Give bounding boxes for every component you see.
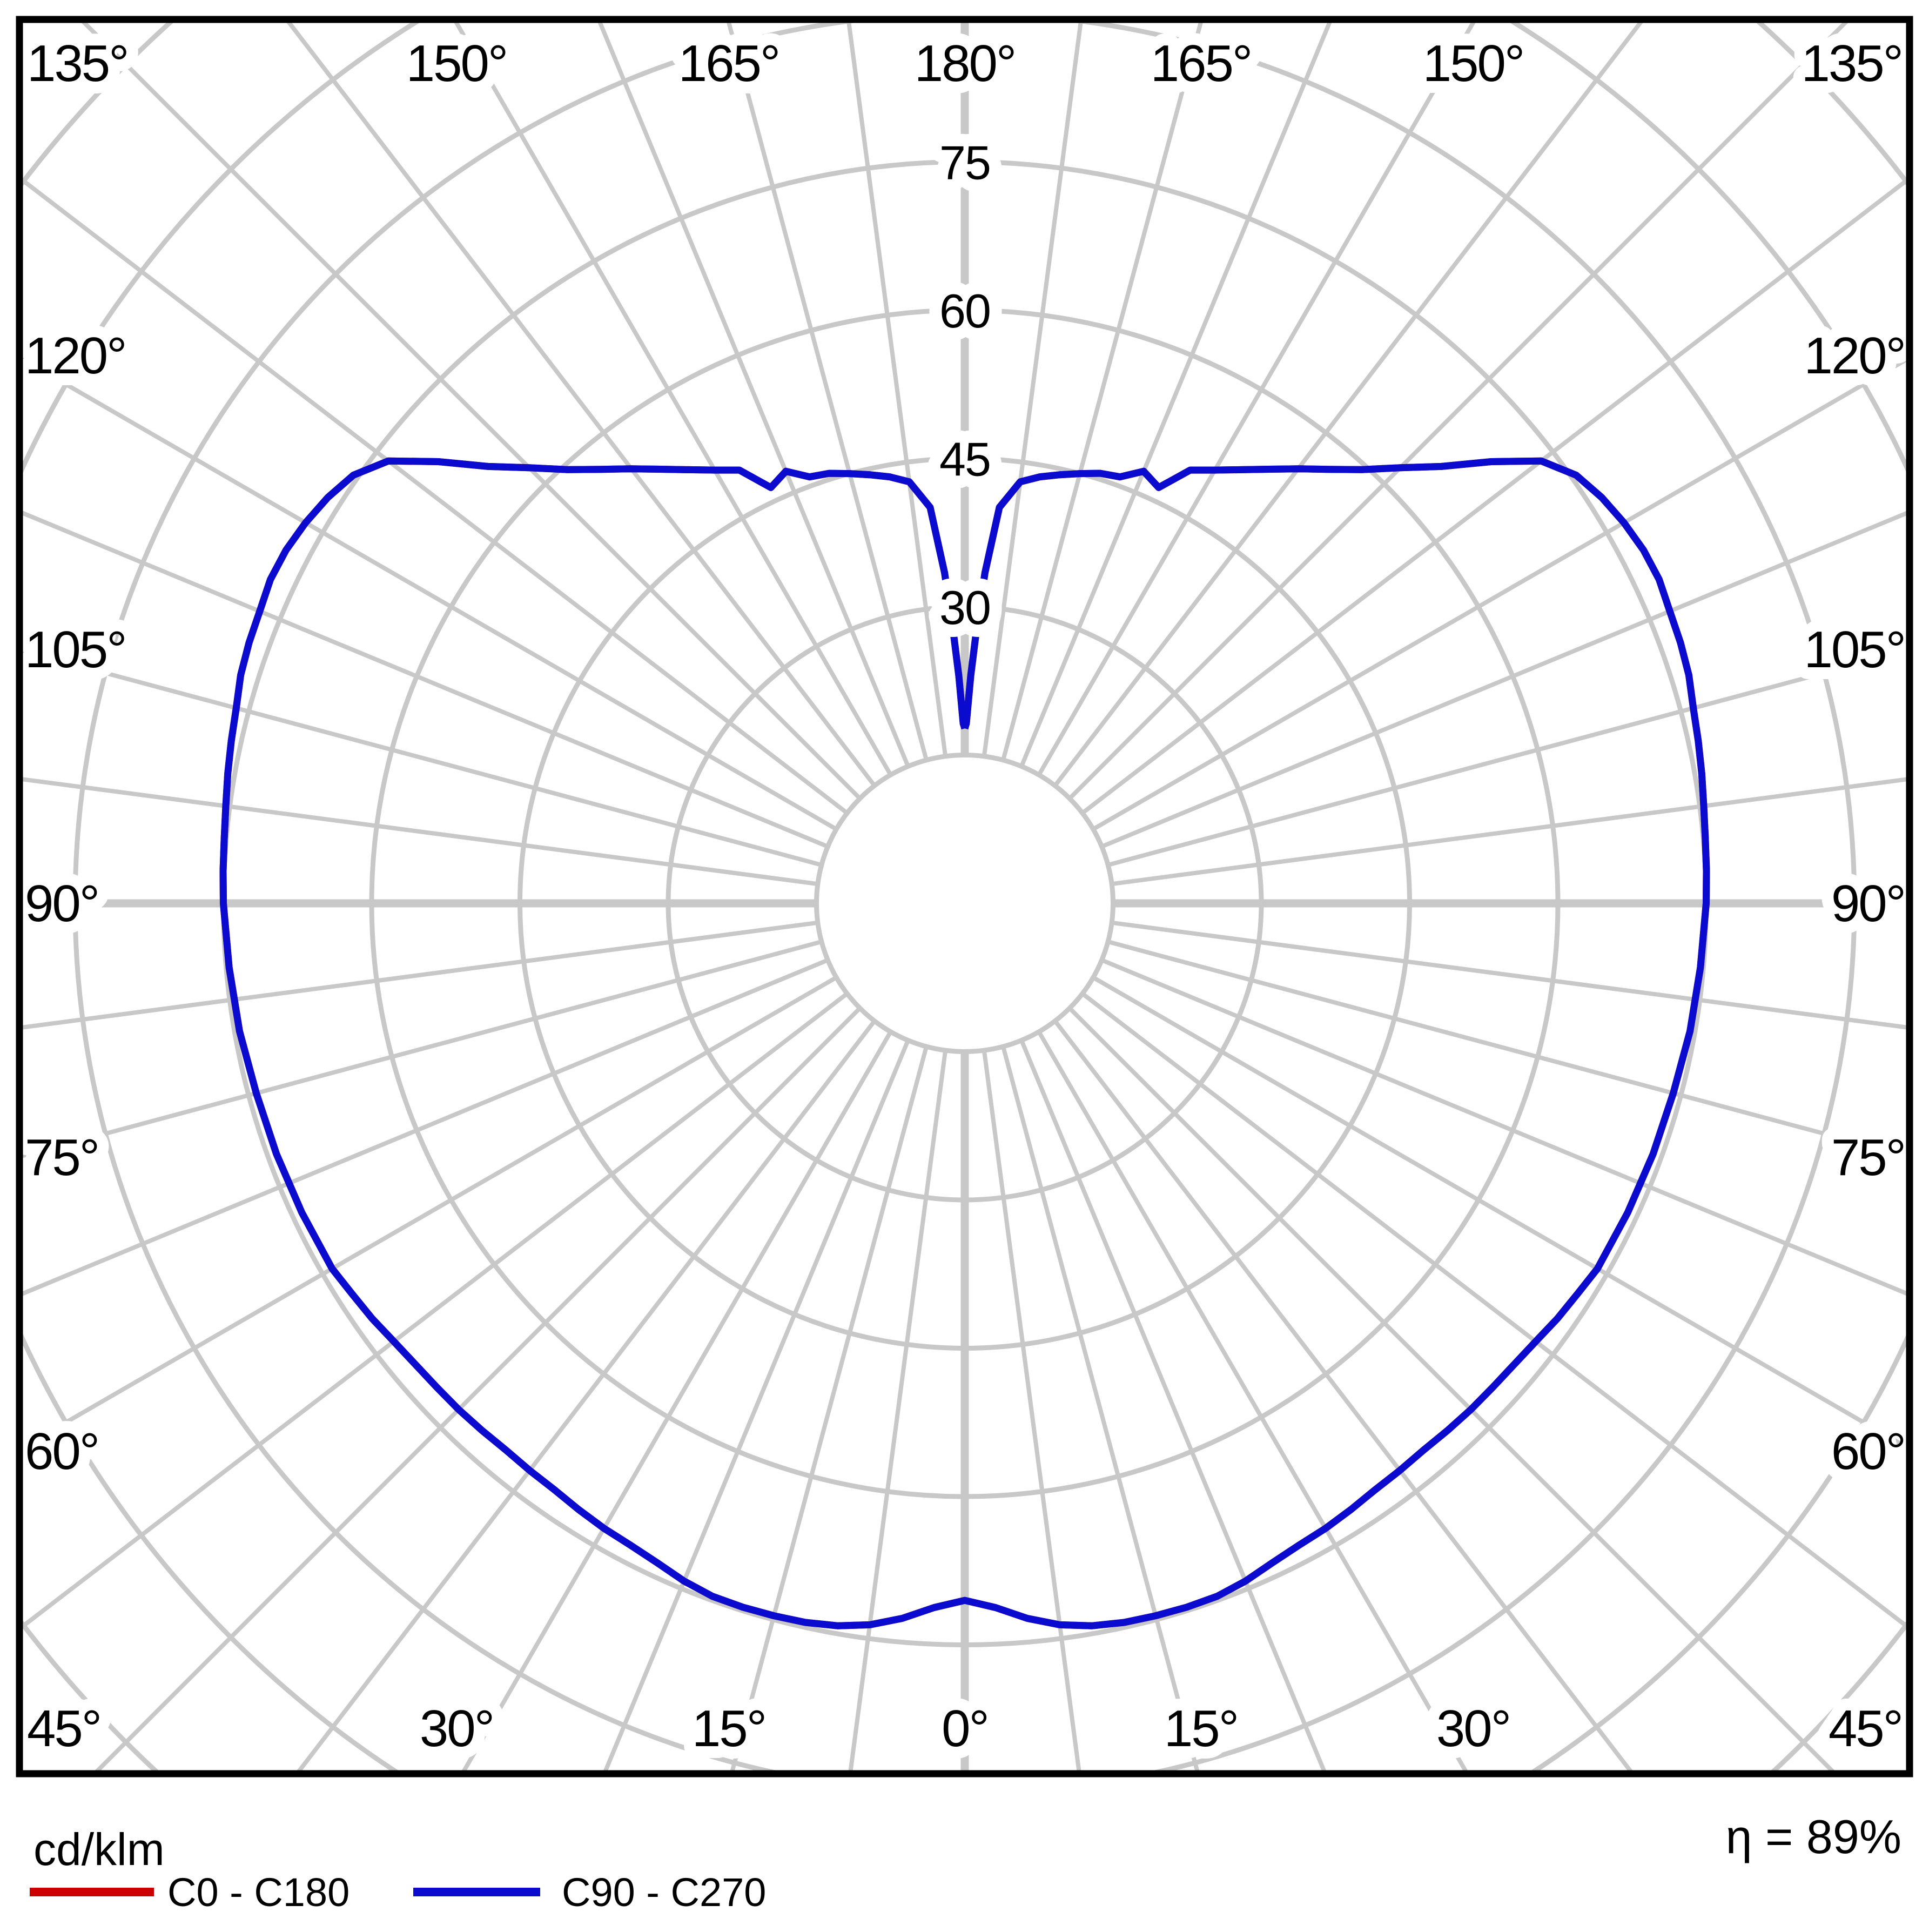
polar-spoke: [1053, 1019, 1636, 1774]
polar-ring-15: [814, 753, 1115, 1054]
radial-tick-30: 30: [939, 581, 990, 634]
radial-tick-75: 75: [939, 136, 990, 190]
polar-spoke: [1081, 175, 1910, 815]
angle-label-top: 165°: [1151, 35, 1252, 92]
polar-spoke: [596, 19, 910, 767]
polar-spoke: [19, 175, 849, 815]
angle-label-bottom: 30°: [1436, 1700, 1510, 1757]
angle-label-bottom: 45°: [27, 1700, 100, 1757]
polar-spoke: [19, 647, 822, 867]
polar-spoke: [1037, 19, 1478, 776]
angle-label-top: 180°: [915, 35, 1016, 92]
polar-spoke: [848, 1050, 948, 1774]
polar-spoke: [284, 19, 877, 787]
polar-spoke: [1081, 991, 1910, 1632]
polar-spoke: [1092, 355, 1910, 831]
polar-spoke: [19, 991, 849, 1632]
angle-label-left: 75°: [25, 1129, 98, 1186]
angle-label-left: 90°: [25, 875, 98, 933]
polar-spoke: [1107, 940, 1910, 1159]
radial-tick-60: 60: [939, 284, 990, 338]
angle-label-top: 135°: [27, 35, 128, 92]
polar-spoke: [602, 1039, 910, 1774]
polar-spoke: [19, 975, 838, 1452]
polar-spoke: [460, 1030, 893, 1774]
plot-border: [16, 16, 1913, 1777]
polar-spoke: [1001, 1046, 1200, 1774]
polar-spoke: [1037, 1030, 1470, 1774]
polar-spoke: [846, 19, 948, 757]
polar-spoke: [294, 1019, 877, 1774]
polar-spoke: [19, 509, 829, 849]
legend-item-c0-c180: C0 - C180: [30, 1870, 349, 1915]
curve-c90-c270: [219, 457, 1710, 1629]
angle-label-bottom: 15°: [1164, 1700, 1238, 1757]
angle-label-right: 105°: [1804, 621, 1905, 679]
angle-label-right: 120°: [1804, 327, 1905, 385]
angle-label-top: 150°: [406, 35, 507, 92]
angle-label-bottom: 15°: [692, 1700, 765, 1757]
polar-spoke: [1101, 958, 1910, 1297]
angle-label-left: 105°: [25, 621, 126, 679]
polar-spoke: [982, 1050, 1082, 1774]
footer: cd/klm η = 89% C0 - C180 C90 - C270: [30, 1810, 1901, 1915]
polar-spoke: [982, 19, 1084, 757]
angle-label-top: 165°: [678, 35, 779, 92]
polar-spoke: [19, 940, 822, 1159]
polar-spoke: [1068, 1007, 1838, 1774]
polar-spoke: [1019, 19, 1333, 767]
angle-label-top: 135°: [1801, 35, 1902, 92]
polar-spoke: [729, 1046, 929, 1774]
legend-label-c0-c180: C0 - C180: [167, 1870, 349, 1915]
polar-spoke: [452, 19, 893, 776]
polar-spoke: [1111, 920, 1910, 1030]
legend-item-c90-c270: C90 - C270: [413, 1870, 766, 1915]
polar-spoke: [1107, 648, 1910, 867]
polar-spoke: [1111, 776, 1910, 887]
angle-label-top: 150°: [1423, 35, 1524, 92]
legend-label-c90-c270: C90 - C270: [562, 1870, 766, 1915]
angle-label-bottom: 45°: [1829, 1700, 1902, 1757]
efficiency-label: η = 89%: [1726, 1810, 1901, 1863]
polar-spoke: [1019, 1039, 1328, 1774]
polar-spoke: [19, 355, 838, 831]
unit-label: cd/klm: [33, 1824, 165, 1875]
polar-spoke: [725, 19, 929, 761]
polar-spoke: [19, 776, 818, 887]
angle-label-left: 120°: [25, 327, 126, 385]
angle-label-right: 90°: [1831, 875, 1905, 933]
polar-spoke: [91, 1007, 862, 1774]
polar-spoke: [1101, 509, 1910, 849]
polar-spoke: [19, 920, 818, 1030]
polar-spoke: [1068, 19, 1852, 800]
polar-spoke: [19, 958, 829, 1298]
angle-label-left: 60°: [25, 1423, 98, 1480]
polar-spoke: [1092, 975, 1910, 1452]
curve-layer: [219, 457, 1710, 1629]
polar-spoke: [1053, 19, 1646, 787]
angle-label-bottom: 30°: [420, 1700, 493, 1757]
angle-label-right: 60°: [1831, 1423, 1905, 1480]
polar-spoke: [78, 19, 862, 800]
angle-label-right: 75°: [1831, 1129, 1905, 1186]
legend: C0 - C180 C90 - C270: [30, 1870, 766, 1915]
radial-tick-45: 45: [939, 433, 990, 486]
label-layer: 30 45 60 75 135° 150° 165° 180° 165° 150° 135° 45° 3…: [13, 23, 1918, 1769]
polar-spoke: [1001, 19, 1204, 761]
angle-label-bottom: 0°: [942, 1700, 988, 1757]
